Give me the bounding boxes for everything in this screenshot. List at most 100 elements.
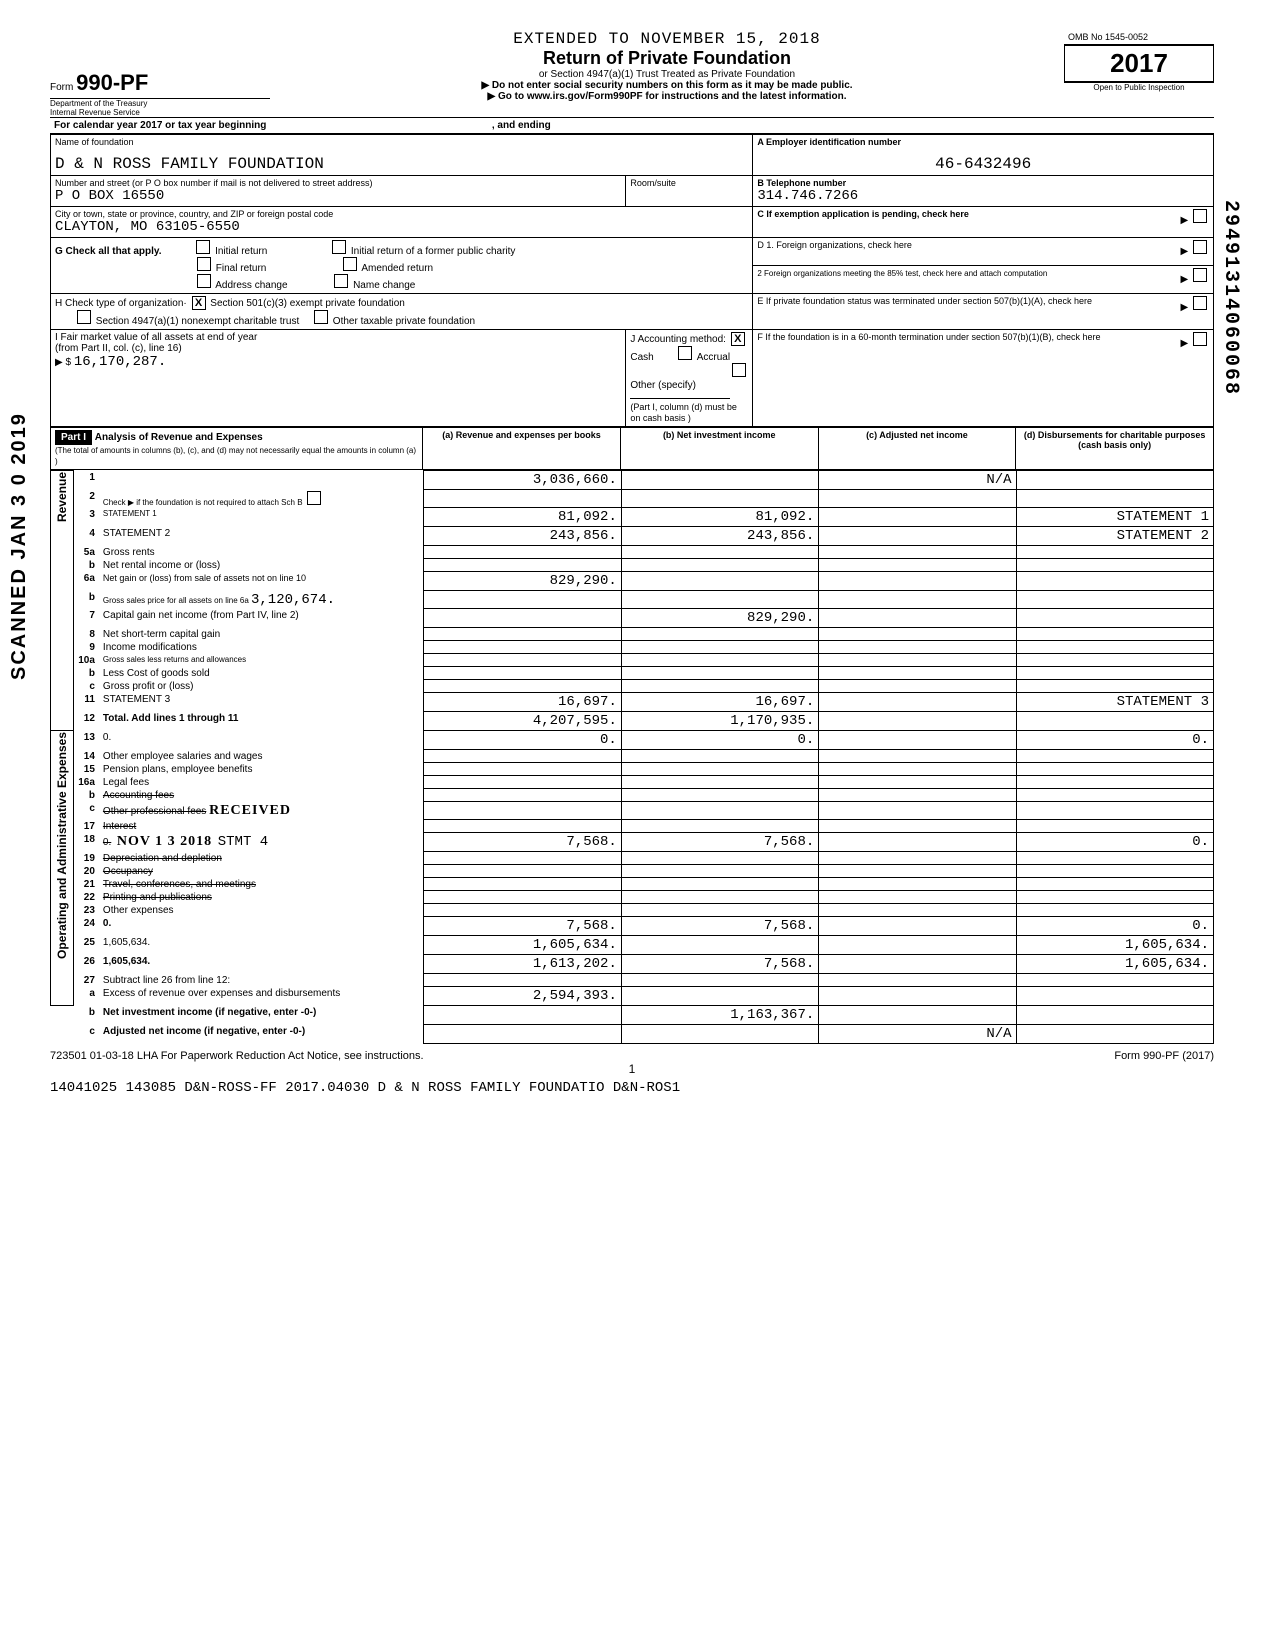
- j-other-checkbox[interactable]: [732, 363, 746, 377]
- expenses-side-label: Operating and Administrative Expenses: [55, 732, 69, 959]
- calendar-year-row: For calendar year 2017 or tax year begin…: [50, 117, 1214, 134]
- row-6a: 6aNet gain or (loss) from sale of assets…: [51, 572, 1214, 591]
- part1-label: Part I: [55, 430, 92, 445]
- extended-date: EXTENDED TO NOVEMBER 15, 2018: [270, 30, 1064, 48]
- dept-treasury: Department of the Treasury Internal Reve…: [50, 98, 270, 117]
- h-label: H Check type of organization·: [55, 298, 187, 309]
- row-22: 22Printing and publications: [51, 891, 1214, 904]
- city-value: CLAYTON, MO 63105-6550: [55, 219, 748, 235]
- received-date-stamp: NOV 1 3 2018: [117, 834, 212, 849]
- d1-label: D 1. Foreign organizations, check here: [757, 240, 912, 250]
- row-17: 17Interest: [51, 820, 1214, 833]
- row-13: Operating and Administrative Expenses 13…: [51, 731, 1214, 750]
- row-10a: 10aGross sales less returns and allowanc…: [51, 654, 1214, 667]
- col-a-head: (a) Revenue and expenses per books: [423, 428, 621, 470]
- row-27a: aExcess of revenue over expenses and dis…: [51, 987, 1214, 1006]
- row-20: 20Occupancy: [51, 865, 1214, 878]
- j-cash-checkbox[interactable]: X: [731, 332, 745, 346]
- row-12: 12Total. Add lines 1 through 11 4,207,59…: [51, 712, 1214, 731]
- form-number: 990-PF: [76, 70, 148, 95]
- addr-label: Number and street (or P O box number if …: [55, 178, 621, 188]
- c-label: C If exemption application is pending, c…: [757, 209, 969, 219]
- row-15: 15Pension plans, employee benefits: [51, 763, 1214, 776]
- open-inspection: Open to Public Inspection: [1064, 82, 1214, 92]
- row-27c: cAdjusted net income (if negative, enter…: [51, 1025, 1214, 1044]
- row-16c: cOther professional fees RECEIVED: [51, 802, 1214, 820]
- form-subtitle-2: ▶ Do not enter social security numbers o…: [270, 80, 1064, 91]
- col-c-head: (c) Adjusted net income: [818, 428, 1016, 470]
- form-subtitle-1: or Section 4947(a)(1) Trust Treated as P…: [270, 69, 1064, 80]
- room-label: Room/suite: [630, 178, 748, 188]
- foundation-name: D & N ROSS FAMILY FOUNDATION: [55, 155, 748, 173]
- h-other-checkbox[interactable]: [314, 310, 328, 324]
- j-accrual-checkbox[interactable]: [678, 346, 692, 360]
- g-amended-checkbox[interactable]: [343, 257, 357, 271]
- row-21: 21Travel, conferences, and meetings: [51, 878, 1214, 891]
- row-19: 19Depreciation and depletion: [51, 852, 1214, 865]
- c-checkbox[interactable]: [1193, 209, 1207, 223]
- col-d-head: (d) Disbursements for charitable purpose…: [1016, 428, 1214, 470]
- row-14: 14Other employee salaries and wages: [51, 750, 1214, 763]
- row-3: 3STATEMENT 1 81,092.81,092.STATEMENT 1: [51, 508, 1214, 527]
- row-5b: bNet rental income or (loss): [51, 559, 1214, 572]
- form-title: Return of Private Foundation: [270, 48, 1064, 69]
- row-16a: 16aLegal fees: [51, 776, 1214, 789]
- name-label: Name of foundation: [55, 137, 748, 147]
- row-27: 27Subtract line 26 from line 12:: [51, 974, 1214, 987]
- fmv-value: 16,170,287.: [74, 354, 166, 370]
- footer-right: Form 990-PF (2017): [1114, 1050, 1214, 1062]
- e-checkbox[interactable]: [1193, 296, 1207, 310]
- part1-table: Revenue 1 3,036,660.N/A 2Check ▶ if the …: [50, 470, 1214, 1044]
- page-number: 1: [50, 1062, 1214, 1076]
- g-initial-former-checkbox[interactable]: [332, 240, 346, 254]
- address-value: P O BOX 16550: [55, 188, 621, 204]
- g-address-checkbox[interactable]: [197, 274, 211, 288]
- city-label: City or town, state or province, country…: [55, 209, 748, 219]
- h-4947-checkbox[interactable]: [77, 310, 91, 324]
- row-1: Revenue 1 3,036,660.N/A: [51, 471, 1214, 490]
- row-6b: bGross sales price for all assets on lin…: [51, 591, 1214, 609]
- form-label: Form: [50, 82, 73, 93]
- e-label: E If private foundation status was termi…: [757, 296, 1092, 306]
- row-5a: 5aGross rents: [51, 546, 1214, 559]
- row-8: 8Net short-term capital gain: [51, 628, 1214, 641]
- omb-number: OMB No 1545-0052: [1064, 30, 1214, 45]
- ein-label: A Employer identification number: [757, 137, 1209, 147]
- tel-value: 314.746.7266: [757, 188, 1209, 204]
- d2-label: 2 Foreign organizations meeting the 85% …: [757, 269, 1047, 278]
- form-subtitle-3: ▶ Go to www.irs.gov/Form990PF for instru…: [270, 91, 1064, 102]
- row-27b: bNet investment income (if negative, ent…: [51, 1006, 1214, 1025]
- part1-header: Part I Analysis of Revenue and Expenses …: [50, 427, 1214, 470]
- h-501c3-checkbox[interactable]: X: [192, 296, 206, 310]
- footer-bottom: 14041025 143085 D&N-ROSS-FF 2017.04030 D…: [50, 1080, 1214, 1096]
- row-9: 9Income modifications: [51, 641, 1214, 654]
- row-18: 180. NOV 1 3 2018 STMT 4 7,568.7,568.0.: [51, 833, 1214, 852]
- tel-label: B Telephone number: [757, 178, 1209, 188]
- row-2: 2Check ▶ if the foundation is not requir…: [51, 490, 1214, 508]
- row-26: 261,605,634. 1,613,202.7,568.1,605,634.: [51, 955, 1214, 974]
- j-label: J Accounting method:: [630, 334, 726, 345]
- d1-checkbox[interactable]: [1193, 240, 1207, 254]
- f-label: F If the foundation is in a 60-month ter…: [757, 332, 1100, 342]
- schb-checkbox[interactable]: [307, 491, 321, 505]
- doc-number-stamp: 29491314060068: [1219, 200, 1242, 396]
- received-stamp: RECEIVED: [209, 803, 291, 818]
- d2-checkbox[interactable]: [1193, 268, 1207, 282]
- scanned-stamp: SCANNED JAN 3 0 2019: [8, 412, 31, 680]
- row-7: 7Capital gain net income (from Part IV, …: [51, 609, 1214, 628]
- row-10b: bLess Cost of goods sold: [51, 667, 1214, 680]
- identification-block: Name of foundation D & N ROSS FAMILY FOU…: [50, 134, 1214, 427]
- g-initial-checkbox[interactable]: [196, 240, 210, 254]
- g-label: G Check all that apply.: [55, 246, 162, 257]
- f-checkbox[interactable]: [1193, 332, 1207, 346]
- row-4: 4STATEMENT 2 243,856.243,856.STATEMENT 2: [51, 527, 1214, 546]
- tax-year: 2017: [1073, 48, 1205, 79]
- row-25: 251,605,634. 1,605,634.1,605,634.: [51, 936, 1214, 955]
- row-24: 240. 7,568.7,568.0.: [51, 917, 1214, 936]
- g-final-checkbox[interactable]: [197, 257, 211, 271]
- row-23: 23Other expenses: [51, 904, 1214, 917]
- g-name-checkbox[interactable]: [334, 274, 348, 288]
- revenue-side-label: Revenue: [55, 472, 69, 522]
- ein-value: 46-6432496: [757, 155, 1209, 173]
- row-16b: bAccounting fees: [51, 789, 1214, 802]
